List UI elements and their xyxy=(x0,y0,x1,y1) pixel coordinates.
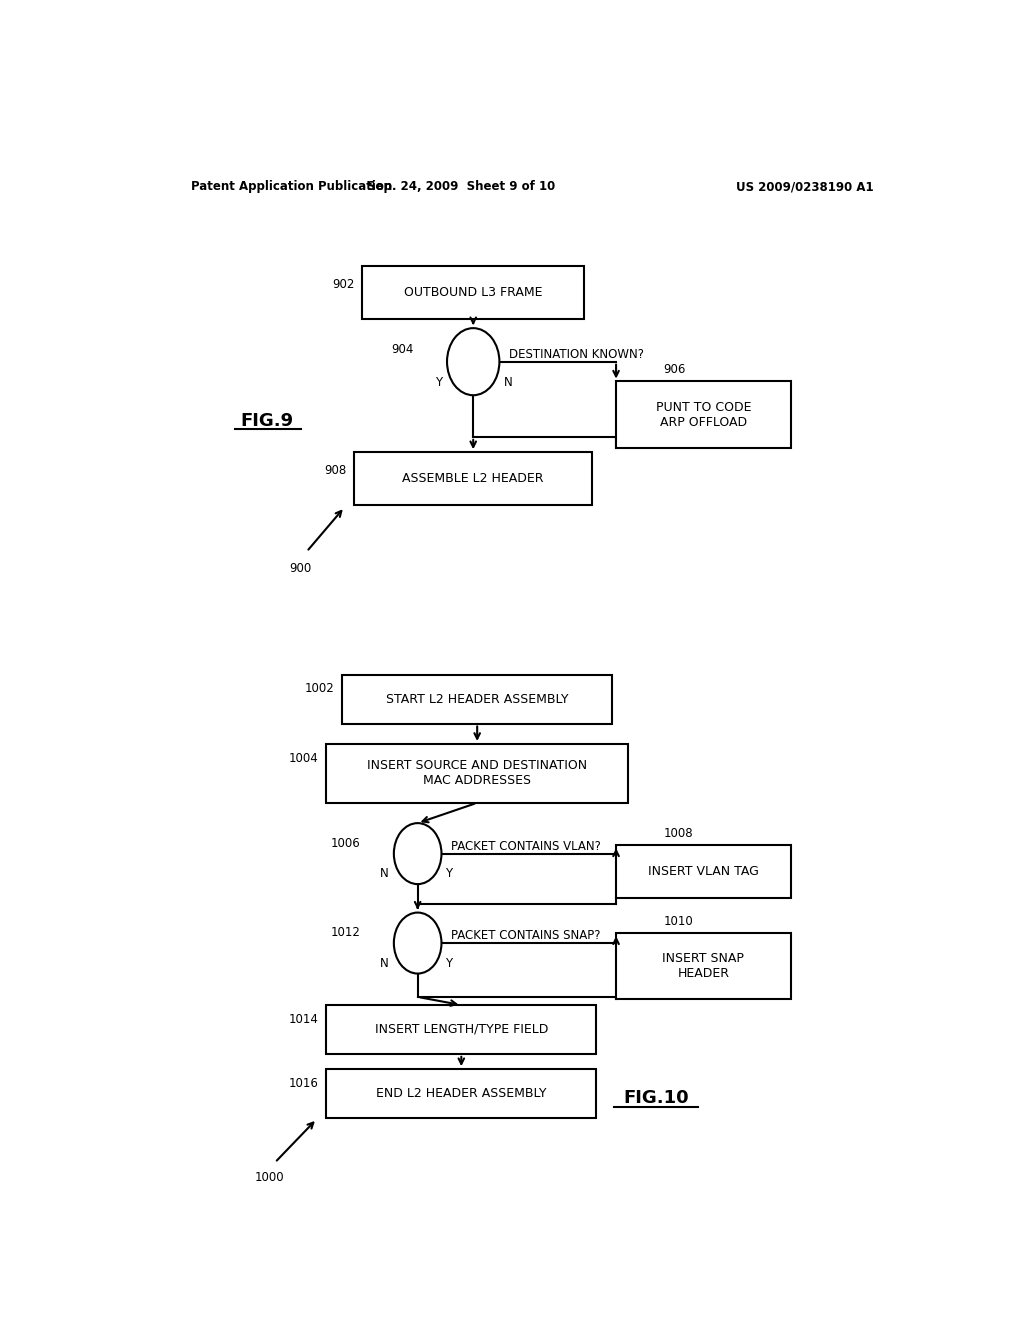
Text: Patent Application Publication: Patent Application Publication xyxy=(191,181,393,193)
Circle shape xyxy=(447,329,500,395)
Text: Y: Y xyxy=(445,957,453,970)
Text: N: N xyxy=(380,867,389,880)
Text: 908: 908 xyxy=(324,463,346,477)
Text: PUNT TO CODE
ARP OFFLOAD: PUNT TO CODE ARP OFFLOAD xyxy=(655,400,752,429)
Text: 1012: 1012 xyxy=(331,927,360,940)
Text: 1010: 1010 xyxy=(664,915,693,928)
Text: 1004: 1004 xyxy=(289,751,318,764)
Text: FIG.9: FIG.9 xyxy=(241,412,294,429)
Text: Y: Y xyxy=(435,375,442,388)
FancyBboxPatch shape xyxy=(327,1069,596,1118)
Text: Sep. 24, 2009  Sheet 9 of 10: Sep. 24, 2009 Sheet 9 of 10 xyxy=(368,181,555,193)
Circle shape xyxy=(394,912,441,974)
FancyBboxPatch shape xyxy=(362,267,585,319)
Text: 902: 902 xyxy=(332,279,354,290)
Text: OUTBOUND L3 FRAME: OUTBOUND L3 FRAME xyxy=(403,286,543,300)
Text: PACKET CONTAINS VLAN?: PACKET CONTAINS VLAN? xyxy=(451,840,601,853)
Text: INSERT SOURCE AND DESTINATION
MAC ADDRESSES: INSERT SOURCE AND DESTINATION MAC ADDRES… xyxy=(368,759,587,787)
Text: DESTINATION KNOWN?: DESTINATION KNOWN? xyxy=(509,348,644,362)
Text: 1000: 1000 xyxy=(254,1171,284,1184)
Text: N: N xyxy=(504,375,513,388)
FancyBboxPatch shape xyxy=(616,846,791,899)
Text: END L2 HEADER ASSEMBLY: END L2 HEADER ASSEMBLY xyxy=(376,1086,547,1100)
Text: INSERT VLAN TAG: INSERT VLAN TAG xyxy=(648,866,759,878)
Text: 904: 904 xyxy=(391,343,414,356)
Text: N: N xyxy=(380,957,389,970)
FancyBboxPatch shape xyxy=(616,933,791,999)
Text: ASSEMBLE L2 HEADER: ASSEMBLE L2 HEADER xyxy=(402,473,544,484)
Text: FIG.10: FIG.10 xyxy=(623,1089,688,1106)
Text: START L2 HEADER ASSEMBLY: START L2 HEADER ASSEMBLY xyxy=(386,693,568,706)
FancyBboxPatch shape xyxy=(327,1005,596,1053)
Text: INSERT LENGTH/TYPE FIELD: INSERT LENGTH/TYPE FIELD xyxy=(375,1023,548,1036)
Text: INSERT SNAP
HEADER: INSERT SNAP HEADER xyxy=(663,953,744,981)
FancyBboxPatch shape xyxy=(616,381,791,447)
Text: Y: Y xyxy=(445,867,453,880)
Text: US 2009/0238190 A1: US 2009/0238190 A1 xyxy=(736,181,873,193)
Text: 1006: 1006 xyxy=(331,837,360,850)
FancyBboxPatch shape xyxy=(327,744,628,803)
Text: 906: 906 xyxy=(664,363,686,376)
Text: 1008: 1008 xyxy=(664,826,693,840)
Text: PACKET CONTAINS SNAP?: PACKET CONTAINS SNAP? xyxy=(451,929,600,942)
Text: 900: 900 xyxy=(289,562,311,576)
Text: 1016: 1016 xyxy=(289,1077,318,1090)
Text: 1014: 1014 xyxy=(289,1012,318,1026)
Text: 1002: 1002 xyxy=(304,682,334,696)
FancyBboxPatch shape xyxy=(342,675,612,723)
FancyBboxPatch shape xyxy=(354,453,592,506)
Circle shape xyxy=(394,824,441,884)
